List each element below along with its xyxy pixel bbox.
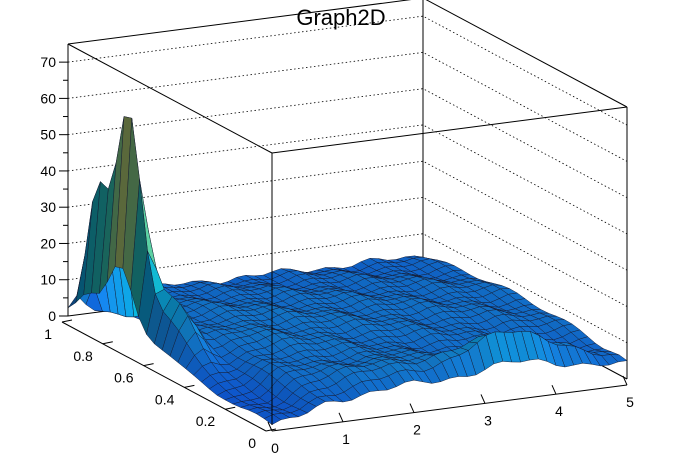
front-frame — [67, 43, 628, 425]
y-tick-label: 1 — [44, 326, 52, 342]
x-tick — [338, 412, 344, 423]
z-tick-label: 60 — [40, 90, 56, 106]
surface-cell — [263, 414, 282, 425]
z-gridline — [67, 88, 628, 199]
y-tick — [265, 428, 277, 432]
z-tick-label: 40 — [40, 163, 56, 179]
y-axis-line — [61, 321, 267, 432]
y-tick — [143, 363, 154, 367]
x-tick — [551, 384, 557, 395]
y-tick-label: 0.2 — [196, 413, 216, 429]
z-gridline — [67, 197, 628, 307]
front-top-edge — [271, 106, 628, 154]
y-tick — [61, 319, 73, 323]
x-tick-label: 2 — [413, 422, 421, 438]
y-tick — [184, 384, 195, 388]
z-gridline — [67, 124, 628, 235]
x-axis-line — [271, 384, 628, 432]
y-tick-label: 0.4 — [155, 391, 175, 407]
y-tick-label: 0 — [248, 435, 256, 451]
y-tick — [225, 406, 236, 410]
x-tick — [480, 394, 486, 404]
z-tick-label: 70 — [40, 54, 56, 70]
x-tick — [622, 375, 628, 386]
y-tick-label: 0.8 — [73, 348, 93, 364]
back-top-edge — [67, 0, 412, 45]
chart-title: Graph2D — [296, 5, 385, 30]
z-tick-label: 20 — [40, 235, 56, 251]
z-gridline — [67, 160, 628, 271]
z-gridline — [67, 233, 628, 344]
x-tick-label: 1 — [342, 431, 350, 447]
z-tick-label: 0 — [48, 308, 56, 324]
right-top-edge — [425, 0, 628, 108]
x-tick-label: 4 — [555, 403, 563, 419]
z-gridline — [67, 51, 628, 162]
z-tick-label: 30 — [40, 199, 56, 215]
x-tick-label: 0 — [271, 440, 279, 456]
surface-plot — [67, 116, 628, 425]
z-tick-label: 10 — [40, 272, 56, 288]
z-tick-label: 50 — [40, 127, 56, 143]
grid-layer — [67, 15, 628, 344]
left-top-edge — [67, 43, 273, 154]
x-tick — [267, 421, 273, 432]
y-tick-label: 0.6 — [114, 370, 134, 386]
x-tick — [409, 403, 415, 413]
x-tick-label: 3 — [484, 412, 492, 428]
z-gridline — [67, 15, 628, 126]
y-tick — [102, 341, 113, 345]
x-tick-label: 5 — [626, 394, 634, 410]
